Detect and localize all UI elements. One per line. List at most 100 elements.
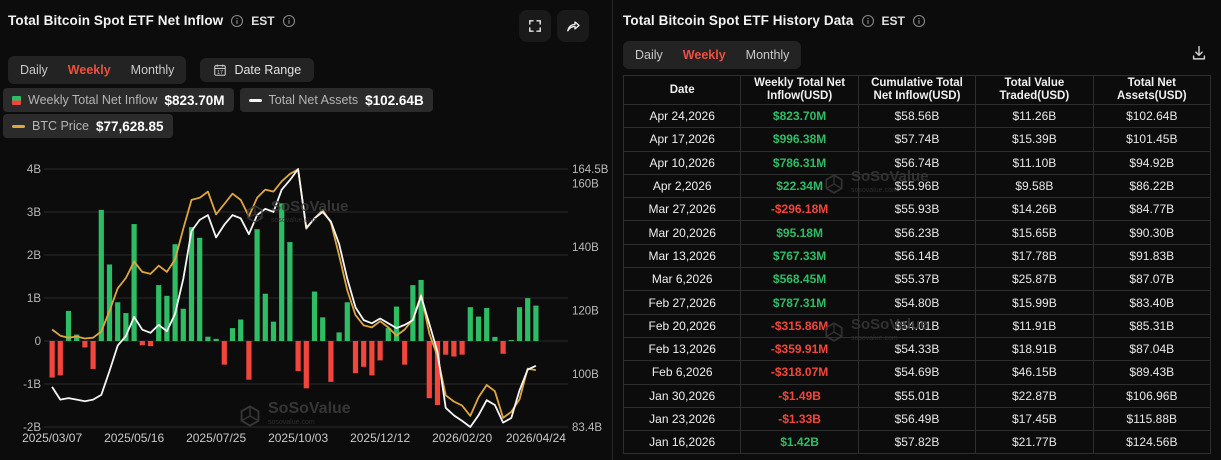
legend-btc-price[interactable]: BTC Price $77,628.85: [3, 114, 173, 138]
inflow-bar[interactable]: [98, 209, 104, 341]
inflow-bar[interactable]: [525, 298, 531, 341]
inflow-bar[interactable]: [328, 341, 334, 382]
inflow-chart[interactable]: 4B 3B 2B 1B 0 -1B -2B 164.5B 160B 140B 120B 100B 83.…: [0, 150, 612, 460]
legend-weekly-net-inflow[interactable]: Weekly Total Net Inflow $823.70M: [3, 88, 234, 112]
tab-daily[interactable]: Daily: [625, 43, 673, 67]
traded-cell: $9.58B: [975, 173, 1094, 199]
inflow-bar[interactable]: [229, 328, 236, 341]
cumulative-cell: $56.23B: [857, 220, 977, 245]
inflow-cell: -$296.18M: [740, 197, 859, 222]
inflow-bar[interactable]: [516, 307, 523, 341]
inflow-bar[interactable]: [303, 341, 309, 389]
inflow-bar[interactable]: [443, 341, 449, 355]
date-cell: Apr 10,2026: [622, 150, 742, 175]
assets-cell: $89.43B: [1092, 360, 1212, 385]
table-row: Mar 6,2026 $568.45M $55.37B $25.87B $87.07B: [622, 267, 1212, 292]
inflow-bar[interactable]: [434, 341, 441, 406]
info-icon[interactable]: [230, 14, 244, 28]
info-icon[interactable]: [861, 14, 875, 28]
inflow-cell: $786.31M: [740, 150, 859, 175]
inflow-bar[interactable]: [336, 332, 342, 341]
info-icon[interactable]: [282, 14, 296, 28]
inflow-bar[interactable]: [344, 302, 350, 341]
inflow-bar[interactable]: [49, 341, 55, 378]
inflow-bar[interactable]: [115, 302, 121, 341]
inflow-bar[interactable]: [82, 341, 88, 348]
table-row: Jan 16,2026 $1.42B $57.82B $21.77B $124.56B: [622, 430, 1212, 455]
inflow-bar[interactable]: [451, 341, 457, 357]
inflow-bar[interactable]: [139, 341, 145, 346]
inflow-bar[interactable]: [270, 321, 277, 341]
inflow-bar[interactable]: [484, 308, 490, 341]
inflow-bar[interactable]: [410, 285, 416, 341]
inflow-bar[interactable]: [246, 341, 252, 380]
left-axis-tick-label: 2B: [27, 250, 41, 262]
legend-label: Total Net Assets: [268, 93, 359, 107]
tab-monthly[interactable]: Monthly: [121, 58, 185, 82]
assets-cell: $85.31B: [1092, 313, 1212, 338]
table-row: Apr 17,2026 $996.38M $57.74B $15.39B $101.45…: [622, 127, 1212, 152]
inflow-bar[interactable]: [57, 341, 63, 376]
inflow-cell: $95.18M: [740, 220, 859, 245]
date-range-button[interactable]: 17 Date Range: [200, 58, 315, 82]
inflow-bar[interactable]: [295, 341, 301, 372]
tab-daily[interactable]: Daily: [10, 58, 58, 82]
inflow-bar[interactable]: [467, 307, 473, 341]
inflow-bar[interactable]: [508, 340, 514, 342]
inflow-bar[interactable]: [254, 229, 260, 341]
inflow-bar[interactable]: [205, 336, 211, 341]
inflow-bar[interactable]: [106, 264, 113, 341]
inflow-bar[interactable]: [287, 242, 293, 341]
inflow-bar[interactable]: [147, 341, 154, 347]
inflow-bar[interactable]: [238, 319, 244, 342]
inflow-bar[interactable]: [279, 203, 285, 341]
inflow-bar[interactable]: [426, 341, 432, 399]
inflow-bar[interactable]: [197, 237, 203, 341]
inflow-bar[interactable]: [393, 306, 400, 341]
date-cell: Feb 27,2026: [622, 290, 742, 315]
tab-weekly[interactable]: Weekly: [58, 58, 121, 82]
inflow-bar[interactable]: [459, 341, 465, 355]
table-title: Total Bitcoin Spot ETF History Data: [623, 13, 854, 28]
inflow-bar[interactable]: [418, 279, 424, 341]
inflow-bar[interactable]: [492, 336, 498, 341]
inflow-bar[interactable]: [172, 244, 178, 341]
inflow-bar[interactable]: [311, 291, 318, 341]
share-icon[interactable]: [557, 10, 589, 42]
inflow-bar[interactable]: [320, 317, 326, 341]
inflow-bar[interactable]: [65, 310, 72, 341]
inflow-bar[interactable]: [90, 341, 96, 369]
inflow-bar[interactable]: [500, 341, 506, 354]
inflow-bar[interactable]: [361, 341, 367, 367]
inflow-bar[interactable]: [213, 338, 219, 341]
left-axis-tick-label: -1B: [23, 379, 41, 391]
inflow-bar[interactable]: [369, 341, 375, 376]
inflow-bar[interactable]: [475, 316, 482, 341]
inflow-bar[interactable]: [385, 328, 391, 341]
info-icon[interactable]: [912, 14, 926, 28]
inflow-bar[interactable]: [377, 341, 383, 361]
inflow-bar[interactable]: [352, 341, 359, 374]
inflow-bar[interactable]: [188, 227, 195, 341]
inflow-cell: -$1.33B: [740, 406, 859, 432]
inflow-bar[interactable]: [262, 293, 268, 341]
inflow-bar[interactable]: [164, 295, 170, 341]
download-icon[interactable]: [1190, 44, 1208, 65]
tab-weekly[interactable]: Weekly: [673, 43, 736, 67]
traded-cell: $21.77B: [975, 430, 1094, 455]
chart-legend-row-2: BTC Price $77,628.85: [3, 114, 173, 138]
inflow-bar[interactable]: [156, 285, 162, 341]
legend-total-net-assets[interactable]: Total Net Assets $102.64B: [239, 88, 433, 112]
tab-monthly[interactable]: Monthly: [736, 43, 800, 67]
date-cell: Mar 13,2026: [622, 243, 742, 269]
inflow-bar[interactable]: [180, 308, 186, 341]
fullscreen-button[interactable]: [519, 10, 551, 42]
date-cell: Jan 23,2026: [622, 406, 742, 432]
inflow-bar[interactable]: [221, 341, 227, 365]
inflow-bar[interactable]: [131, 224, 137, 341]
inflow-bar[interactable]: [74, 334, 80, 341]
inflow-bar[interactable]: [123, 313, 129, 341]
inflow-bar[interactable]: [533, 305, 539, 341]
inflow-cell: $568.45M: [740, 267, 859, 292]
inflow-bar[interactable]: [402, 341, 408, 365]
